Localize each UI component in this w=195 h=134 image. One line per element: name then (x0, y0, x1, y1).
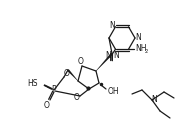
Text: N: N (113, 51, 119, 60)
Text: O: O (44, 101, 50, 111)
Text: OH: OH (107, 88, 119, 96)
Text: O: O (74, 94, 80, 103)
Text: N: N (106, 51, 111, 60)
Text: O: O (64, 70, 70, 79)
Text: NH: NH (135, 44, 146, 53)
Text: N: N (110, 21, 115, 30)
Text: N: N (135, 33, 141, 42)
Text: P: P (52, 85, 56, 94)
Polygon shape (96, 53, 113, 71)
Text: 2: 2 (145, 49, 148, 54)
Text: N: N (151, 96, 157, 105)
Text: O: O (78, 57, 84, 66)
Polygon shape (67, 69, 78, 81)
Text: HS: HS (28, 79, 38, 88)
